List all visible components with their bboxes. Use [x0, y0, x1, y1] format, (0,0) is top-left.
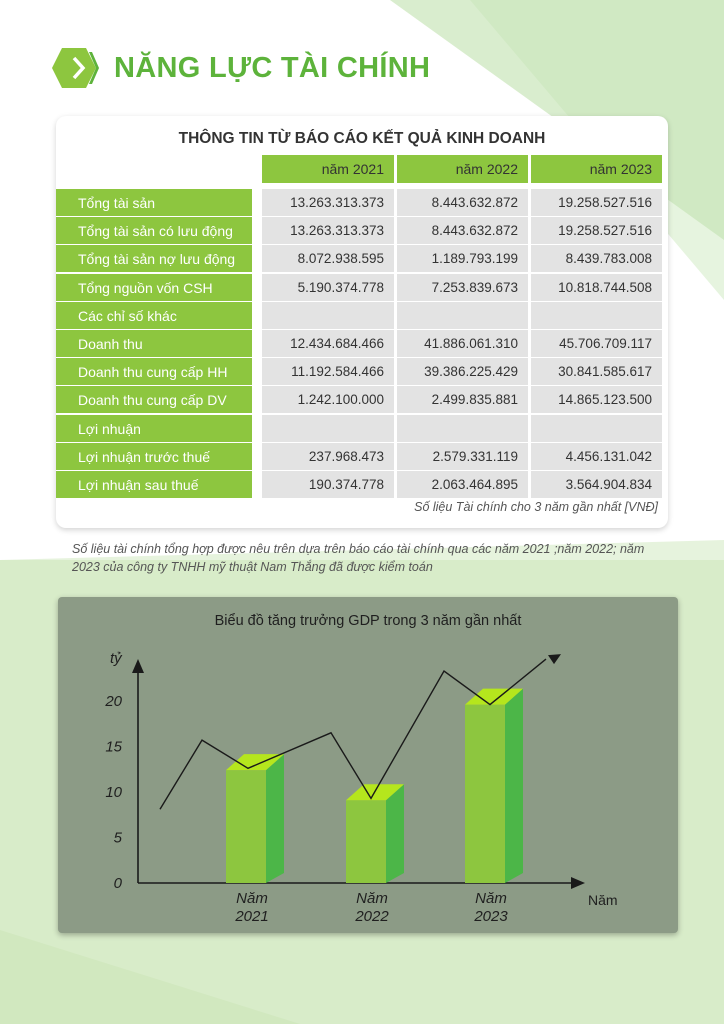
table-cell: 19.258.527.516: [531, 189, 662, 216]
table-cell: [262, 302, 394, 329]
row-label: Lợi nhuận trước thuế: [56, 443, 252, 470]
x-axis-label: Năm: [588, 892, 618, 908]
year-header-3: năm 2023: [531, 155, 662, 183]
row-label: Doanh thu cung cấp HH: [56, 358, 252, 385]
table-cell: 2.063.464.895: [397, 471, 528, 498]
table-cell: 19.258.527.516: [531, 217, 662, 244]
table-cell: 13.263.313.373: [262, 217, 394, 244]
table-cell: 237.968.473: [262, 443, 394, 470]
bar: [346, 800, 386, 883]
table-cell: 2.499.835.881: [397, 386, 528, 413]
y-tick-label: 10: [105, 784, 122, 801]
trend-line: [159, 658, 547, 810]
bar: [465, 704, 505, 883]
table-cell: 3.564.904.834: [531, 471, 662, 498]
x-tick-label: Năm: [356, 890, 388, 907]
row-label: Doanh thu cung cấp DV: [56, 386, 252, 413]
y-axis-label: tỷ: [110, 650, 123, 667]
table-cell: 8.439.783.008: [531, 245, 662, 272]
bar-top: [226, 754, 284, 771]
table-cell: 8.072.938.595: [262, 245, 394, 272]
page-title: NĂNG LỰC TÀI CHÍNH: [114, 51, 431, 84]
bar-side: [266, 754, 284, 883]
y-tick-label: 20: [104, 693, 122, 710]
x-tick-label: 2022: [354, 908, 389, 925]
table-cell: 39.386.225.429: [397, 358, 528, 385]
row-label: Tổng tài sản có lưu động: [56, 217, 252, 244]
hexagon-chevron-icon: [52, 48, 99, 88]
row-label: Doanh thu: [56, 330, 252, 357]
x-tick-label: Năm: [475, 890, 507, 907]
table-cell: 41.886.061.310: [397, 330, 528, 357]
table-cell: 4.456.131.042: [531, 443, 662, 470]
row-label: Tổng tài sản: [56, 189, 252, 216]
table-cell: [262, 415, 394, 442]
row-label: Tổng nguồn vốn CSH: [56, 274, 252, 301]
audit-note: Số liệu tài chính tổng hợp được nêu trên…: [72, 542, 645, 574]
y-tick-label: 0: [114, 875, 123, 892]
row-label: Lợi nhuận: [56, 415, 252, 442]
table-cell: 8.443.632.872: [397, 189, 528, 216]
trend-line-arrow: [548, 654, 561, 665]
table-cell: [397, 302, 528, 329]
x-tick-label: 2021: [234, 908, 268, 925]
year-header-2: năm 2022: [397, 155, 528, 183]
x-tick-label: 2023: [473, 908, 508, 925]
table-cell: 13.263.313.373: [262, 189, 394, 216]
table-cell: 12.434.684.466: [262, 330, 394, 357]
table-source-note: Số liệu Tài chính cho 3 năm gần nhất [VN…: [414, 500, 658, 514]
y-tick-label: 15: [105, 739, 122, 756]
y-axis-arrow: [132, 659, 144, 673]
table-cell: 7.253.839.673: [397, 274, 528, 301]
row-label: Các chỉ số khác: [56, 302, 252, 329]
table-cell: 11.192.584.466: [262, 358, 394, 385]
table-cell: 8.443.632.872: [397, 217, 528, 244]
bar-side: [505, 688, 523, 883]
table-cell: 1.189.793.199: [397, 245, 528, 272]
year-header-1: năm 2021: [262, 155, 394, 183]
bar-top: [465, 688, 523, 705]
x-tick-label: Năm: [236, 890, 268, 907]
table-cell: 5.190.374.778: [262, 274, 394, 301]
table-cell: 14.865.123.500: [531, 386, 662, 413]
y-tick-label: 5: [114, 830, 123, 847]
row-label: Lợi nhuận sau thuế: [56, 471, 252, 498]
gdp-chart: Biểu đồ tăng trưởng GDP trong 3 năm gần …: [104, 613, 618, 925]
table-cell: 1.242.100.000: [262, 386, 394, 413]
table-cell: [397, 415, 528, 442]
gdp-chart-card: Biểu đồ tăng trưởng GDP trong 3 năm gần …: [58, 597, 678, 933]
table-cell: 190.374.778: [262, 471, 394, 498]
row-label: Tổng tài sản nợ lưu động: [56, 245, 252, 272]
x-axis-arrow: [571, 877, 585, 889]
table-cell: 10.818.744.508: [531, 274, 662, 301]
bar: [226, 770, 266, 883]
table-cell: [531, 302, 662, 329]
table-title: THÔNG TIN TỪ BÁO CÁO KẾT QUẢ KINH DOANH: [178, 130, 546, 147]
table-cell: 30.841.585.617: [531, 358, 662, 385]
chart-title: Biểu đồ tăng trưởng GDP trong 3 năm gần …: [215, 613, 522, 629]
table-cell: 2.579.331.119: [397, 443, 528, 470]
table-cell: 45.706.709.117: [531, 330, 662, 357]
bar-side: [386, 784, 404, 883]
page-header: NĂNG LỰC TÀI CHÍNH: [52, 46, 430, 90]
table-cell: [531, 415, 662, 442]
